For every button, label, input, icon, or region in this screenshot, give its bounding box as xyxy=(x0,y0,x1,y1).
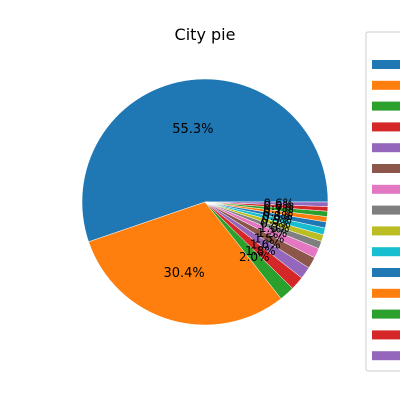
pie-slice-label-4: 1.8% xyxy=(245,244,276,258)
legend xyxy=(365,31,400,372)
pie-slice-label-8: 1.0% xyxy=(259,221,290,235)
pie-slice-label-14: 0.6% xyxy=(263,199,294,213)
legend-swatch-15 xyxy=(372,351,400,361)
legend-swatch-4 xyxy=(372,122,400,132)
legend-swatch-10 xyxy=(372,247,400,257)
pie-percent-labels: 55.3%30.4%2.0%1.8%1.6%1.5%1.3%1.0%0.9%0.… xyxy=(163,122,294,281)
legend-swatch-14 xyxy=(372,330,400,340)
pie-slice-label-13: 0.7% xyxy=(263,202,294,216)
pie-slice-15 xyxy=(204,201,329,207)
legend-swatch-6 xyxy=(372,164,400,173)
pie-slice-label-6: 1.5% xyxy=(254,232,285,246)
legend-swatch-3 xyxy=(372,101,400,111)
legend-swatch-11 xyxy=(372,268,400,277)
legend-swatch-9 xyxy=(372,226,400,236)
pie-slice-label-15: 0.6% xyxy=(264,196,295,210)
pie-slice-1 xyxy=(81,78,329,243)
legend-swatch-1 xyxy=(372,60,400,69)
pie-slice-label-10: 0.9% xyxy=(261,213,292,227)
pie-slice-2 xyxy=(88,201,282,326)
legend-swatch-13 xyxy=(372,309,400,319)
legend-swatch-5 xyxy=(372,143,400,153)
pie-slices xyxy=(81,78,329,326)
legend-swatch-12 xyxy=(372,288,400,298)
legend-frame xyxy=(365,31,400,372)
chart-title: City pie xyxy=(175,25,236,44)
legend-swatch-2 xyxy=(372,80,400,90)
pie-slice-label-11: 0.8% xyxy=(262,209,293,223)
pie-slice-label-9: 0.9% xyxy=(260,217,291,231)
legend-swatch-7 xyxy=(372,184,400,194)
pie-slice-label-1: 55.3% xyxy=(172,122,213,137)
legend-swatch-8 xyxy=(372,205,400,215)
pie-slice-label-7: 1.3% xyxy=(257,226,288,240)
pie-slice-label-5: 1.6% xyxy=(250,238,281,252)
pie-slice-label-12: 0.7% xyxy=(263,205,294,219)
pie-slice-label-3: 2.0% xyxy=(239,250,270,264)
pie-slice-label-2: 30.4% xyxy=(163,266,204,281)
